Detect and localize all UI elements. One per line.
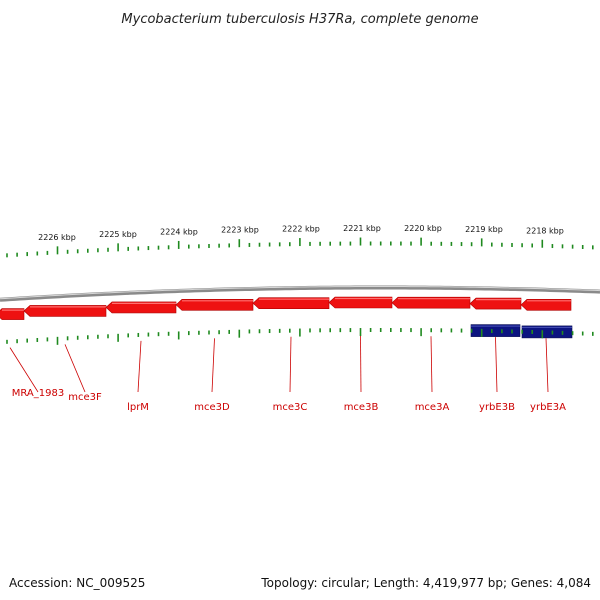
backbone-arc <box>0 285 600 302</box>
gene-arrow-MRA_1983[interactable] <box>0 308 25 320</box>
callout-line <box>545 338 549 393</box>
gene-label[interactable]: yrbE3A <box>530 402 566 413</box>
gene-label[interactable]: MRA_1983 <box>12 388 64 399</box>
scale-label: 2223 kbp <box>221 226 259 235</box>
scale-label: 2220 kbp <box>404 224 442 233</box>
gene-arrow-mce3F[interactable] <box>23 305 107 317</box>
gene-arrow-lprM[interactable] <box>105 301 177 314</box>
gene-arrow-mce3C[interactable] <box>252 297 330 310</box>
gene-callouts: MRA_1983 mce3F lprM mce3D mce3C mce3B mce3A yrb… <box>9 335 566 413</box>
callout-line <box>64 344 86 393</box>
gene-label[interactable]: mce3B <box>344 402 379 413</box>
callout-line <box>495 337 498 393</box>
accession-text: Accession: NC_009525 <box>9 576 146 590</box>
scale-label: 2224 kbp <box>160 227 198 236</box>
callout-line <box>137 340 142 393</box>
scale-label: 2222 kbp <box>282 225 320 234</box>
scale-labels: 2226 kbp 2225 kbp 2224 kbp 2223 kbp 2222 kbp… <box>38 224 564 242</box>
gene-arrow-mce3A[interactable] <box>391 296 471 309</box>
map-title: Mycobacterium tuberculosis H37Ra, comple… <box>121 12 478 27</box>
callout-line <box>211 338 215 393</box>
backbone-highlight <box>0 286 600 300</box>
callout-line <box>430 336 433 393</box>
scale-label: 2221 kbp <box>343 224 381 233</box>
scale-label: 2226 kbp <box>38 233 76 242</box>
gene-arrow-yrbE3A[interactable] <box>520 298 572 311</box>
gene-label[interactable]: mce3C <box>273 402 308 413</box>
callout-line <box>289 336 292 393</box>
scale-label: 2218 kbp <box>526 226 564 235</box>
inner-tick-marks <box>6 328 594 345</box>
gene-label[interactable]: mce3A <box>415 402 450 413</box>
topology-text: Topology: circular; Length: 4,419,977 bp… <box>261 576 591 590</box>
gene-label[interactable]: yrbE3B <box>479 402 515 413</box>
scale-label: 2219 kbp <box>465 225 503 234</box>
gene-arrow-yrbE3B[interactable] <box>469 297 522 310</box>
gene-features[interactable] <box>0 296 573 339</box>
callout-line <box>360 335 362 393</box>
gene-label[interactable]: lprM <box>127 402 149 413</box>
gene-arrow-mce3D[interactable] <box>175 298 254 311</box>
outer-tick-marks <box>6 237 594 258</box>
callout-line <box>9 347 39 393</box>
scale-label: 2225 kbp <box>99 230 137 239</box>
genome-backbone <box>0 285 600 302</box>
gene-label[interactable]: mce3D <box>194 402 230 413</box>
gene-label[interactable]: mce3F <box>68 392 102 403</box>
